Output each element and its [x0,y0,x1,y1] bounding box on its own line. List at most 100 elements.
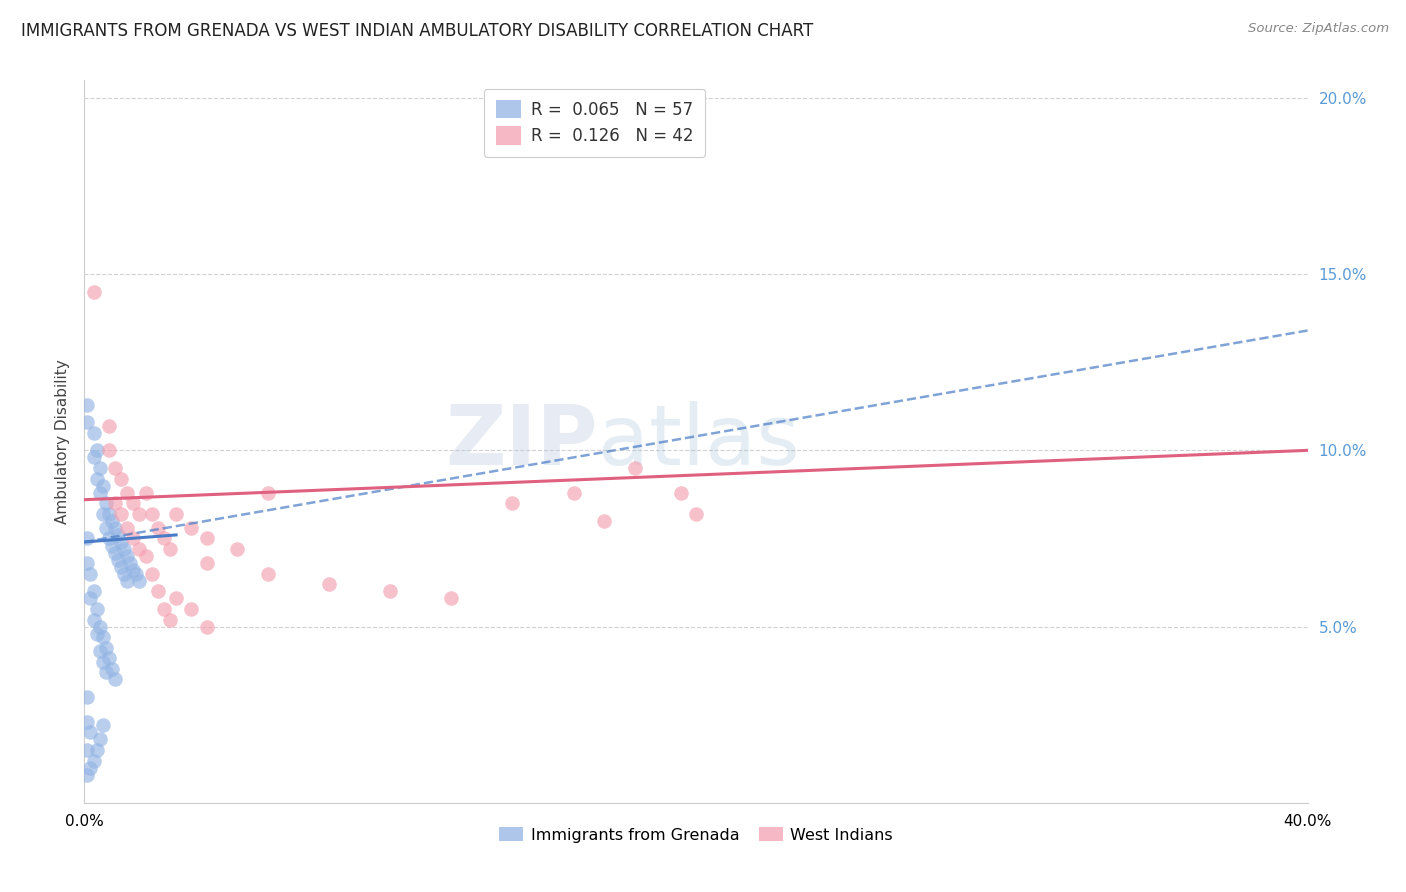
Point [107,552,129,566]
Point [110,535,132,549]
Point [125,566,148,581]
Point [159,613,181,627]
Text: atlas: atlas [598,401,800,482]
Point [180,602,202,616]
Point [110,507,132,521]
Point [502,496,524,510]
Point [94,665,117,680]
Point [107,528,129,542]
Point [159,542,181,557]
Point [76,714,98,729]
Point [76,556,98,570]
Point [79,760,101,774]
Point [195,532,218,546]
Point [76,743,98,757]
Point [180,521,202,535]
Point [104,521,127,535]
Point [141,507,163,521]
Point [89,461,111,475]
Point [89,732,111,747]
Point [86,626,108,640]
Point [104,673,127,687]
Text: Source: ZipAtlas.com: Source: ZipAtlas.com [1249,22,1389,36]
Point [257,566,280,581]
Point [104,545,127,559]
Point [226,542,249,557]
Point [86,471,108,485]
Point [76,767,98,781]
Point [83,450,105,465]
Text: IMMIGRANTS FROM GRENADA VS WEST INDIAN AMBULATORY DISABILITY CORRELATION CHART: IMMIGRANTS FROM GRENADA VS WEST INDIAN A… [21,22,813,40]
Point [165,507,187,521]
Point [97,532,120,546]
Point [318,577,340,591]
Point [685,507,707,521]
Point [91,655,114,669]
Point [122,496,145,510]
Point [101,662,124,676]
Point [91,718,114,732]
Point [83,425,105,440]
Point [89,619,111,633]
Point [257,485,280,500]
Point [94,496,117,510]
Point [135,549,157,563]
Point [135,485,157,500]
Y-axis label: Ambulatory Disability: Ambulatory Disability [55,359,70,524]
Point [94,640,117,655]
Point [593,514,616,528]
Point [146,521,169,535]
Point [97,651,120,665]
Point [97,418,120,433]
Point [91,507,114,521]
Point [104,461,127,475]
Point [128,574,150,588]
Point [146,584,169,599]
Point [83,754,105,768]
Point [76,690,98,704]
Point [115,574,138,588]
Point [101,539,124,553]
Point [110,559,132,574]
Point [115,549,138,563]
Point [562,485,585,500]
Point [91,478,114,492]
Point [89,644,111,658]
Point [669,485,692,500]
Point [440,591,463,606]
Point [112,566,135,581]
Point [86,602,108,616]
Point [115,521,138,535]
Point [153,532,176,546]
Legend: Immigrants from Grenada, West Indians: Immigrants from Grenada, West Indians [492,821,900,849]
Point [94,521,117,535]
Point [195,619,218,633]
Point [83,613,105,627]
Point [97,507,120,521]
Point [91,630,114,644]
Point [624,461,647,475]
Point [120,556,142,570]
Point [112,542,135,557]
Point [86,443,108,458]
Point [76,398,98,412]
Point [97,443,120,458]
Point [76,415,98,429]
Point [380,584,402,599]
Point [122,563,145,577]
Point [195,556,218,570]
Point [89,485,111,500]
Text: ZIP: ZIP [446,401,598,482]
Point [122,532,145,546]
Point [104,496,127,510]
Point [83,285,105,299]
Point [79,591,101,606]
Point [83,584,105,599]
Point [110,471,132,485]
Point [86,743,108,757]
Point [128,507,150,521]
Point [79,725,101,739]
Point [128,542,150,557]
Point [101,514,124,528]
Point [115,485,138,500]
